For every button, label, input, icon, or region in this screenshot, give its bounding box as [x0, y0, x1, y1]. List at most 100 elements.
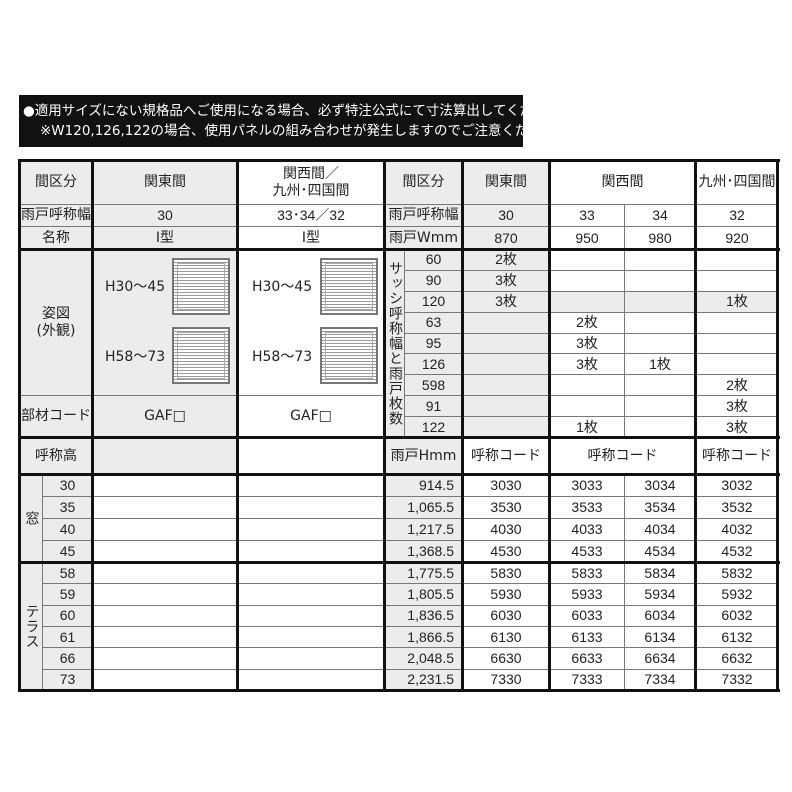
cell-text: 870 — [494, 229, 518, 246]
code-label-kansai: 呼称コード — [549, 437, 696, 475]
blank-kanto — [92, 668, 238, 691]
cell-text: 3033 — [571, 477, 603, 493]
blank-kansai — [237, 474, 385, 497]
hmm-value: 2,048.5 — [384, 647, 463, 670]
cell-text: 63 — [425, 314, 442, 331]
cell-text: 4030 — [490, 521, 522, 537]
shutter-panel-image — [172, 327, 230, 384]
hmm-value: 1,805.5 — [384, 583, 463, 606]
notice-banner: ●適用サイズにない規格品へご使用になる場合、必ず特注公式にて寸法算出してください… — [19, 95, 574, 147]
cell-text: 5834 — [644, 564, 676, 581]
cell-text: 2,231.5 — [407, 671, 454, 688]
code-value: 6134 — [624, 626, 696, 649]
cell-text: 1,775.5 — [407, 564, 454, 581]
code-value: 3532 — [695, 496, 779, 519]
cell-text: 4530 — [490, 543, 522, 559]
cell-text: 5832 — [721, 564, 753, 581]
panel-count — [462, 395, 550, 418]
panel-count: 3枚 — [462, 269, 550, 292]
panel-count: 3枚 — [462, 290, 550, 313]
sash-width: 122 — [404, 416, 463, 438]
code-value: 3534 — [624, 496, 696, 519]
cell-text: 3枚 — [726, 397, 748, 414]
panel-count — [462, 353, 550, 376]
hmm-value: 1,065.5 — [384, 496, 463, 519]
sash-width: 60 — [404, 249, 463, 271]
height-label: 呼称高 — [19, 437, 93, 475]
wmm-value: 870 — [462, 226, 550, 250]
cell-text: 姿図 (外観) — [36, 305, 76, 339]
code-value: 7333 — [549, 668, 625, 691]
code-value: 5932 — [695, 583, 779, 606]
shutter-panel-image — [172, 258, 230, 315]
cell-text: 6030 — [490, 607, 522, 624]
panel-count — [624, 311, 696, 334]
cell-text: 30 — [59, 477, 76, 493]
cell-text: 6133 — [571, 628, 603, 645]
cell-text: 90 — [425, 272, 442, 289]
blank-kansai — [237, 496, 385, 519]
cell-text: 35 — [59, 499, 76, 515]
code-value: 3034 — [624, 474, 696, 497]
notice-line-2: ※W120,126,122の場合、使用パネルの組み合わせが発生しますのでご注意く… — [40, 123, 570, 139]
panel-count — [695, 353, 779, 376]
sash-label: サッシ呼称幅と雨戸枚数 — [384, 249, 405, 438]
figure-size-label: H30～45 — [105, 279, 166, 295]
part-code-kanto: GAF□ — [92, 395, 238, 438]
cell-text: 30 — [498, 207, 514, 223]
code-value: 3533 — [549, 496, 625, 519]
height-value: 61 — [42, 626, 93, 649]
blank-kansai — [237, 583, 385, 606]
shutter-panel-image — [320, 327, 378, 384]
blank-kansai — [237, 562, 385, 585]
width-label-right: 雨戸呼称幅 — [384, 204, 463, 227]
code-value: 3530 — [462, 496, 550, 519]
cell-text: 3032 — [721, 477, 753, 493]
cell-text: 3533 — [571, 499, 603, 515]
header-kansai-right: 関西間 — [549, 160, 696, 205]
cell-text: 3枚 — [726, 418, 748, 435]
cell-text: 598 — [421, 376, 446, 393]
panel-count — [624, 269, 696, 292]
panel-count: 2枚 — [462, 249, 550, 271]
table-border — [461, 159, 464, 692]
cell-text: 3枚 — [495, 293, 517, 310]
wmm-value: 950 — [549, 226, 625, 250]
panel-count — [549, 374, 625, 397]
cell-text: 30 — [157, 207, 173, 223]
cell-text: 5932 — [721, 585, 753, 602]
cell-text: 6633 — [571, 649, 603, 666]
cell-text: 6634 — [644, 649, 676, 666]
cell-text: 73 — [59, 671, 76, 688]
table-border — [18, 159, 780, 162]
code-value: 6633 — [549, 647, 625, 670]
code-value: 4033 — [549, 518, 625, 541]
cell-text: 95 — [425, 334, 442, 351]
cell-text: 4033 — [571, 521, 603, 537]
cell-text: 3枚 — [576, 355, 598, 372]
panel-count — [624, 374, 696, 397]
code-value: 5934 — [624, 583, 696, 606]
blank-kanto — [92, 562, 238, 585]
width-value: 33 — [549, 204, 625, 227]
panel-count: 2枚 — [695, 374, 779, 397]
cell-text: 4533 — [571, 543, 603, 559]
code-value: 6634 — [624, 647, 696, 670]
code-value: 4533 — [549, 540, 625, 563]
wmm-value: 980 — [624, 226, 696, 250]
cell-text: 40 — [59, 521, 76, 537]
cell-text: 3530 — [490, 499, 522, 515]
cell-text: 1枚 — [649, 355, 671, 372]
cell-text: 58 — [59, 564, 76, 581]
code-value: 6132 — [695, 626, 779, 649]
cell-text: 関西間 — [601, 174, 644, 190]
code-value: 6030 — [462, 604, 550, 627]
height-value: 35 — [42, 496, 93, 519]
cell-text: 雨戸呼称幅 — [21, 207, 91, 223]
code-value: 6130 — [462, 626, 550, 649]
cell-text: 6132 — [721, 628, 753, 645]
sash-width: 91 — [404, 395, 463, 418]
cell-text: 2,048.5 — [407, 649, 454, 666]
cell-text: 34 — [652, 207, 668, 223]
cell-text: 7333 — [571, 671, 603, 688]
